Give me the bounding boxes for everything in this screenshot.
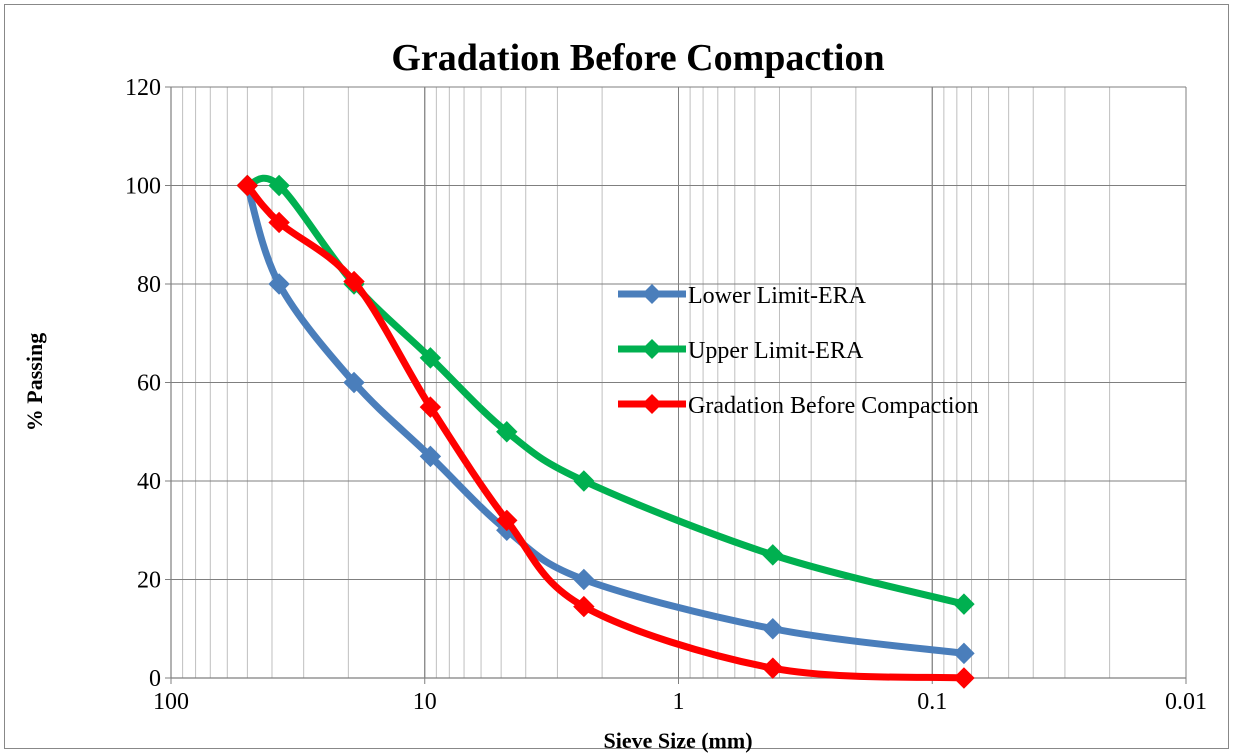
legend-label: Gradation Before Compaction: [688, 393, 979, 419]
legend-marker: [642, 394, 662, 414]
data-point: [953, 593, 975, 615]
data-point: [268, 174, 290, 197]
series-line-gradation-before-compaction: [243, 182, 968, 682]
legend-label: Lower Limit-ERA: [688, 283, 867, 309]
data-point: [419, 347, 442, 369]
data-point: [268, 273, 290, 295]
series-line-lower-limit-era: [243, 182, 968, 657]
chart-title: Gradation Before Compaction: [391, 37, 884, 79]
data-point: [236, 174, 259, 197]
data-point: [953, 642, 975, 665]
series-gradation-before-compaction: [236, 174, 975, 689]
x-tick-label: 0.1: [917, 689, 947, 715]
data-point: [762, 657, 784, 679]
data-point: [573, 595, 595, 618]
y-tick-label: 20: [137, 568, 161, 594]
y-tick-label: 0: [149, 666, 161, 692]
x-tick-label: 1: [673, 689, 685, 715]
data-point: [268, 211, 290, 234]
y-axis-label: % Passing: [22, 333, 47, 431]
legend-item-lower-limit-era: Lower Limit-ERA: [618, 283, 867, 309]
x-tick-label: 100: [153, 689, 189, 715]
data-point: [343, 270, 365, 293]
data-point: [762, 544, 784, 566]
x-tick-label: 0.01: [1165, 689, 1207, 715]
data-point: [762, 618, 784, 640]
legend-marker: [642, 339, 662, 359]
data-point: [953, 667, 975, 689]
x-tick-label: 10: [413, 689, 437, 715]
data-point: [573, 568, 595, 591]
y-tick-label: 60: [137, 371, 161, 397]
axes: 0 20 40 60 80 100 120 100 10 1 0.1 0.01: [125, 75, 1207, 715]
data-point: [419, 396, 442, 418]
legend-item-upper-limit-era: Upper Limit-ERA: [618, 338, 864, 364]
legend: Lower Limit-ERA Upper Limit-ERA Gradation …: [618, 283, 979, 419]
data-point: [573, 470, 595, 492]
data-point: [496, 421, 518, 443]
y-tick-label: 120: [125, 75, 161, 101]
x-axis-label: Sieve Size (mm): [603, 728, 752, 753]
series-layer: [236, 174, 975, 689]
y-tick-label: 80: [137, 272, 161, 298]
legend-item-gradation-before-compaction: Gradation Before Compaction: [618, 393, 979, 419]
legend-label: Upper Limit-ERA: [688, 338, 864, 364]
legend-marker: [642, 284, 662, 304]
data-point: [419, 445, 442, 468]
y-tick-label: 40: [137, 469, 161, 495]
y-tick-label: 100: [125, 174, 161, 200]
data-point: [496, 509, 518, 532]
grid: [170, 86, 1187, 679]
data-point: [343, 371, 365, 394]
